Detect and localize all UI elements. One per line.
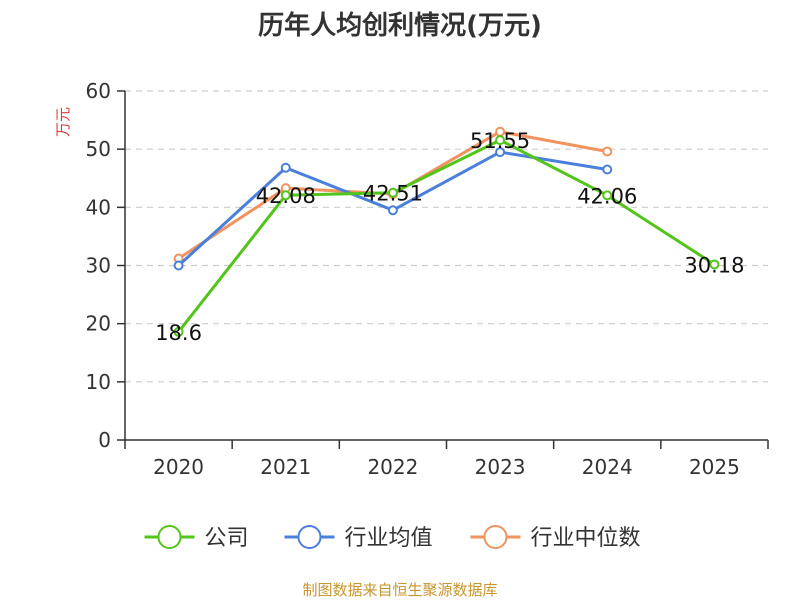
gridlines [125,90,768,383]
legend-marker [157,525,182,549]
y-tick-label: 10 [86,370,111,394]
y-tick-label: 20 [86,312,111,336]
data-point [173,326,184,337]
y-tick-label: 40 [86,195,111,219]
series-line [177,138,716,333]
legend[interactable]: 公司 行业均值 行业中位数 [144,525,641,551]
x-tick-label: 2024 [582,455,633,479]
legend-marker [297,525,322,549]
data-labels: 18.6 42.08 42.51 51.55 42.06 30.18 [155,129,744,345]
legend-label: 行业中位数 [531,526,641,551]
legend-item-0[interactable]: 公司 [144,525,249,551]
data-point [280,190,291,201]
data-point [709,259,720,270]
data-point [280,162,291,173]
data-label: 42.06 [577,184,637,208]
x-tick-label: 2022 [367,455,418,479]
data-label: 51.55 [470,129,530,153]
data-label: 18.6 [155,321,202,345]
x-tick-label: 2021 [260,455,311,479]
data-point [602,190,613,201]
data-point [495,135,506,146]
data-point [602,164,613,175]
legend-label: 行业均值 [345,526,433,551]
data-label: 42.51 [363,182,423,206]
x-tick-label: 2020 [153,455,204,479]
data-source-note: 制图数据来自恒生聚源数据库 [302,581,497,599]
legend-item-2[interactable]: 行业中位数 [470,525,641,551]
series-lines [173,126,720,337]
legend-label: 公司 [205,526,249,551]
legend-marker [483,525,508,549]
series-0 [173,135,720,337]
x-tick-label: 2025 [689,455,740,479]
data-label: 30.18 [684,253,744,277]
x-tick-label: 2023 [475,455,526,479]
data-label: 42.08 [256,184,316,208]
data-point [173,260,184,271]
y-tick-label: 50 [86,137,111,161]
data-point [602,146,613,157]
y-tick-label: 30 [86,254,111,278]
data-point [387,187,398,198]
chart-title: 历年人均创利情况(万元) [258,10,542,41]
axes: 0 10 20 30 40 50 60 2020 2021 2022 2023 2024 2025 [86,79,769,479]
y-tick-label: 0 [98,428,111,452]
legend-item-1[interactable]: 行业均值 [284,525,433,551]
data-point [495,147,506,158]
y-axis-label: 万元 [54,107,72,137]
y-tick-label: 60 [86,79,111,103]
data-point [387,205,398,216]
